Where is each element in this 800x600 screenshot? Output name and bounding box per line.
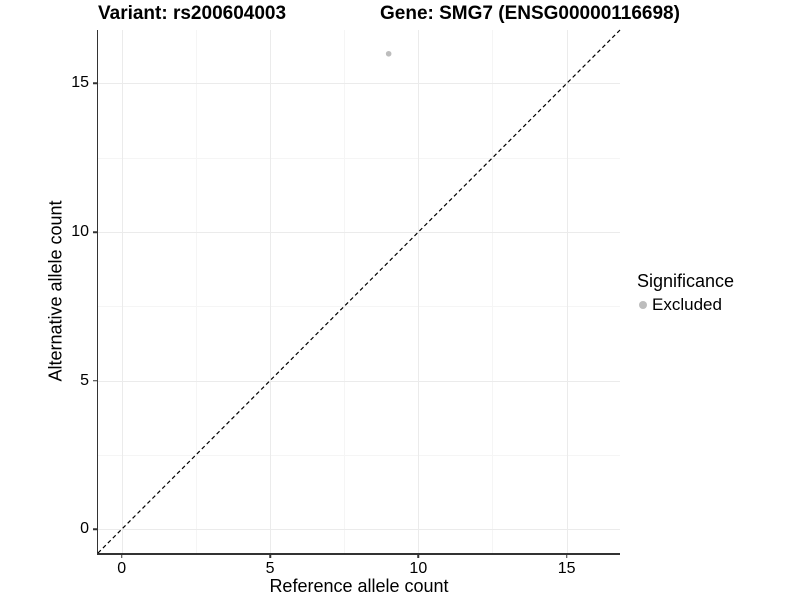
- y-tick-label: 10: [71, 223, 89, 241]
- legend-item-label: Excluded: [652, 294, 722, 314]
- x-tick-mark: [565, 553, 568, 558]
- plot-title-gene: Gene: SMG7 (ENSG00000116698): [380, 3, 680, 24]
- y-tick-mark: [93, 379, 98, 382]
- legend-key-point-icon: [639, 300, 647, 309]
- major-gridline-y: [98, 529, 620, 531]
- x-tick-mark: [120, 553, 123, 558]
- chart-canvas: [97, 29, 621, 554]
- y-tick-label: 5: [80, 371, 89, 389]
- x-tick-label: 0: [117, 560, 127, 577]
- x-axis-line: [96, 553, 620, 555]
- major-gridline-y: [98, 380, 620, 382]
- x-tick-mark: [269, 553, 271, 558]
- y-tick-label: 15: [71, 74, 89, 92]
- plot-title-variant: Variant: rs200604003: [98, 3, 287, 24]
- major-gridline-x: [270, 30, 272, 553]
- minor-gridline-x: [195, 30, 197, 553]
- y-tick-label: 0: [80, 520, 89, 538]
- x-tick-mark: [417, 553, 420, 558]
- identity-dashed-line: [97, 29, 621, 554]
- minor-gridline-x: [344, 30, 346, 553]
- x-axis-title: Reference allele count: [269, 576, 449, 596]
- legend-items: Excluded: [637, 295, 734, 315]
- plot-panel: 0 5 10 15 0 5 10 15: [71, 29, 621, 577]
- y-tick-mark: [93, 528, 98, 530]
- y-tick-mark: [93, 231, 98, 233]
- major-gridline-y: [98, 83, 620, 85]
- x-tick-label: 15: [557, 560, 576, 577]
- y-axis-title: Alternative allele count: [45, 200, 66, 382]
- data-point: [385, 50, 392, 57]
- legend-item: Excluded: [637, 295, 734, 315]
- y-tick-mark: [93, 82, 98, 85]
- legend: Significance Excluded: [637, 271, 735, 315]
- legend-title: Significance: [637, 271, 735, 291]
- major-gridline-x: [121, 30, 123, 553]
- y-axis-line: [96, 30, 98, 555]
- minor-gridline-y: [98, 157, 620, 159]
- minor-gridline-x: [492, 30, 494, 553]
- minor-gridline-y: [98, 306, 620, 308]
- x-tick-label: 10: [409, 560, 428, 577]
- major-gridline-x: [418, 30, 420, 553]
- x-tick-label: 5: [265, 560, 275, 577]
- minor-gridline-y: [98, 454, 620, 456]
- major-gridline-x: [566, 30, 568, 553]
- major-gridline-y: [98, 232, 620, 234]
